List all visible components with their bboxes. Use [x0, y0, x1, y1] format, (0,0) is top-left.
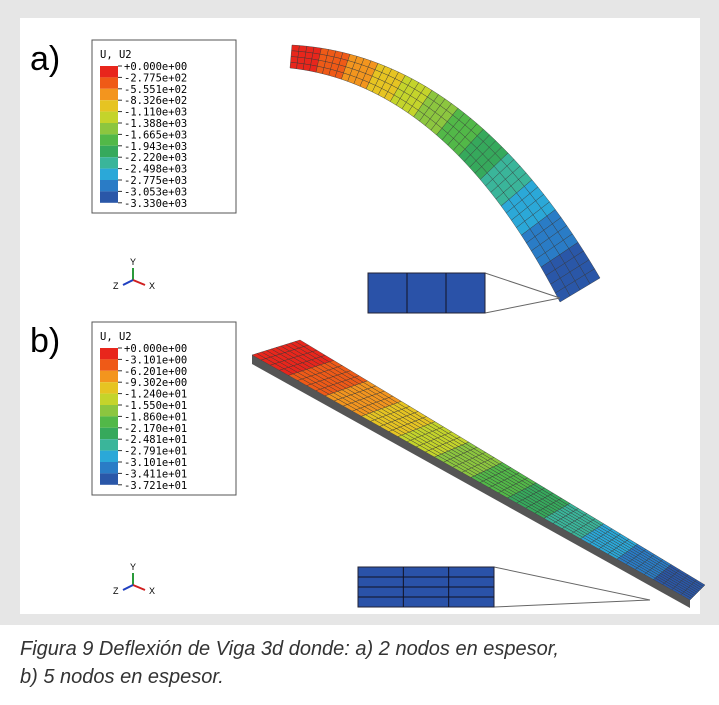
- legend-swatch: [100, 416, 118, 428]
- axis-label-y: Y: [130, 257, 136, 267]
- axis-label-y: Y: [130, 562, 136, 572]
- legend-label: -3.101e+01: [124, 457, 187, 469]
- inset-leader: [493, 566, 651, 601]
- legend-label: -3.721e+01: [124, 480, 187, 492]
- axis-label-x: X: [149, 281, 155, 291]
- legend-label: -1.860e+01: [124, 411, 187, 423]
- legend-label: +0.000e+00: [124, 61, 187, 73]
- legend-swatch: [100, 180, 118, 192]
- beam-mesh-cell: [305, 45, 315, 54]
- beam-mesh-cell: [298, 45, 307, 53]
- legend-swatch: [100, 168, 118, 180]
- legend-swatch: [100, 473, 118, 485]
- axis-z: [122, 279, 134, 286]
- beam-mesh-cell: [289, 62, 298, 70]
- legend-swatch: [100, 348, 118, 360]
- legend-label: -3.411e+01: [124, 468, 187, 480]
- legend-swatch: [100, 77, 118, 89]
- legend-label: -3.101e+00: [124, 354, 187, 366]
- legend-label: -2.791e+01: [124, 446, 187, 458]
- legend-label: -2.170e+01: [124, 423, 187, 435]
- legend-label: -2.220e+03: [124, 152, 187, 164]
- caption-line: b) 5 nodos en espesor.: [20, 666, 224, 688]
- legend-swatch: [100, 88, 118, 101]
- legend-title: U, U2: [100, 331, 132, 343]
- inset-section: [367, 272, 486, 314]
- legend-swatch: [100, 427, 118, 440]
- legend-swatch: [100, 145, 118, 158]
- legend-label: -6.201e+00: [124, 366, 187, 378]
- beam-mesh-cell: [297, 56, 306, 65]
- beam-mesh-cell: [297, 51, 307, 59]
- axis-label-z: Z: [113, 281, 119, 291]
- caption-line: Figura 9 Deflexión de Viga 3d donde: a) …: [20, 638, 559, 660]
- legend-swatch: [100, 111, 118, 123]
- legend-swatch: [100, 439, 118, 451]
- legend-label: -2.775e+03: [124, 175, 187, 187]
- axis-label-z: Z: [113, 586, 119, 596]
- legend-label: -1.110e+03: [124, 107, 187, 119]
- legend-label: -2.775e+02: [124, 72, 187, 84]
- legend-label: -1.550e+01: [124, 400, 187, 412]
- beam-mesh-cell: [291, 44, 300, 52]
- legend-label: -2.481e+01: [124, 434, 187, 446]
- legend-label: -3.053e+03: [124, 186, 187, 198]
- beam-mesh-cell: [680, 593, 692, 601]
- legend-swatch: [100, 382, 118, 394]
- legend-label: +0.000e+00: [124, 343, 187, 355]
- axis-x: [132, 279, 146, 286]
- legend-label: -8.326e+02: [124, 95, 187, 107]
- legend-swatch: [100, 393, 118, 405]
- legend-title: U, U2: [100, 49, 132, 61]
- legend-label: -2.498e+03: [124, 164, 187, 176]
- legend-swatch: [100, 359, 118, 371]
- panel-label: a): [30, 40, 60, 78]
- legend-swatch: [100, 462, 118, 474]
- legend-label: -5.551e+02: [124, 84, 187, 96]
- legend-swatch: [100, 123, 118, 135]
- legend-label: -1.943e+03: [124, 141, 187, 153]
- legend-label: -9.302e+00: [124, 377, 187, 389]
- axis-x: [132, 584, 146, 591]
- beam-mesh-cell: [296, 62, 305, 70]
- beam-mesh-cell: [290, 56, 299, 64]
- inset-leader: [484, 272, 561, 299]
- legend-swatch: [100, 100, 118, 112]
- axis-z: [122, 584, 134, 591]
- legend-swatch: [100, 405, 118, 417]
- legend-swatch: [100, 134, 118, 146]
- inset-leader: [493, 599, 651, 608]
- panel-label: b): [30, 322, 60, 360]
- beam-side: [252, 355, 690, 608]
- inset-leader: [484, 297, 561, 314]
- legend-swatch: [100, 450, 118, 462]
- legend-label: -3.330e+03: [124, 198, 187, 210]
- beam-mesh-cell: [302, 63, 311, 72]
- axis-label-x: X: [149, 586, 155, 596]
- legend-swatch: [100, 191, 118, 203]
- legend-label: -1.665e+03: [124, 129, 187, 141]
- legend-swatch: [100, 66, 118, 78]
- beam-mesh-cell: [290, 50, 299, 58]
- legend-label: -1.240e+01: [124, 389, 187, 401]
- legend-swatch: [100, 370, 118, 383]
- legend-swatch: [100, 157, 118, 169]
- legend-label: -1.388e+03: [124, 118, 187, 130]
